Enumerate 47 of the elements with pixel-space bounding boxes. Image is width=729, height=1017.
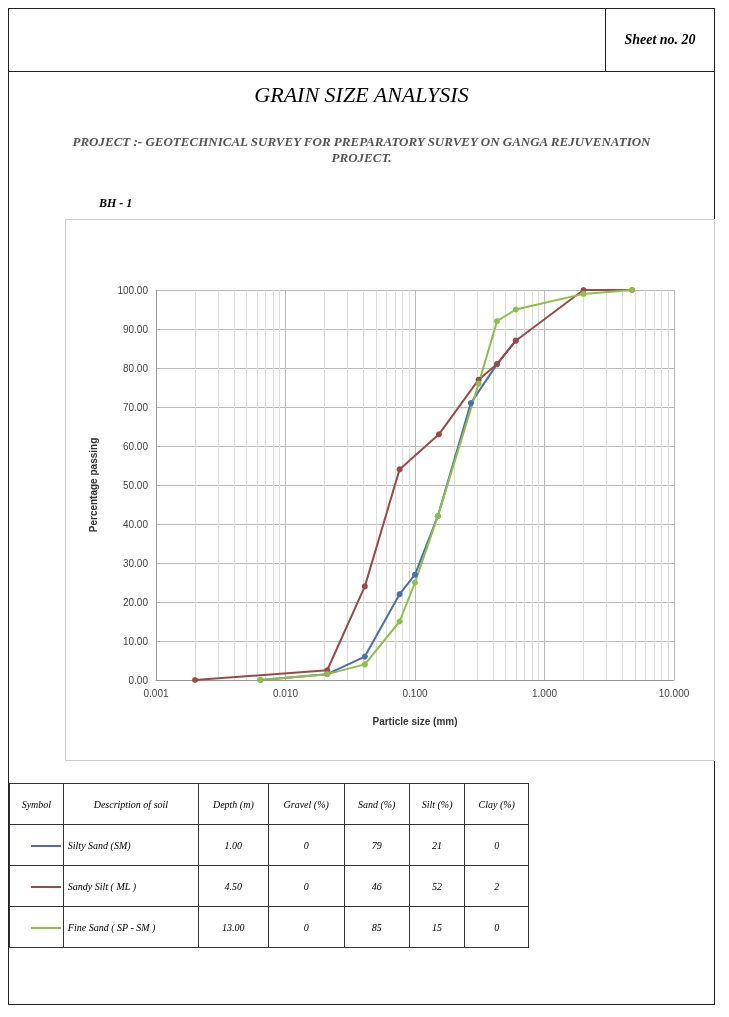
text: 79 bbox=[344, 824, 410, 866]
y-axis-title: Percentage passing bbox=[87, 437, 99, 533]
text: 0 bbox=[268, 865, 345, 907]
text: Silt (%) bbox=[409, 783, 465, 825]
y-tick-label: 40.00 bbox=[122, 518, 149, 530]
text: 46 bbox=[344, 865, 410, 907]
text: 0 bbox=[268, 824, 345, 866]
text: 0 bbox=[464, 906, 529, 948]
y-tick-label: 100.00 bbox=[117, 284, 149, 296]
text: 0 bbox=[464, 824, 529, 866]
x-tick-label: 0.100 bbox=[402, 687, 428, 699]
legend-label: Silty Sand (SM) bbox=[63, 824, 199, 866]
y-tick-label: 90.00 bbox=[122, 323, 149, 335]
text: 2 bbox=[464, 865, 529, 907]
text: 4.50 bbox=[198, 865, 269, 907]
chart-title: GRAIN SIZE ANALYSIS bbox=[253, 82, 470, 108]
x-tick-label: 0.010 bbox=[272, 687, 299, 699]
x-tick-label: 10.000 bbox=[658, 687, 690, 699]
text: 21 bbox=[409, 824, 465, 866]
text: 13.00 bbox=[198, 906, 269, 948]
y-tick-label: 50.00 bbox=[122, 479, 149, 491]
text: Sand (%) bbox=[344, 783, 410, 825]
y-tick-label: 30.00 bbox=[122, 557, 149, 569]
text: 52 bbox=[409, 865, 465, 907]
x-tick-label: 0.001 bbox=[143, 687, 169, 699]
y-tick-label: 10.00 bbox=[122, 635, 149, 647]
text: Symbol bbox=[9, 783, 64, 825]
text: Depth (m) bbox=[198, 783, 269, 825]
text: 1.00 bbox=[198, 824, 269, 866]
y-tick-label: 80.00 bbox=[122, 362, 149, 374]
y-tick-label: 70.00 bbox=[122, 401, 149, 413]
text: 15 bbox=[409, 906, 465, 948]
x-axis-title: Particle size (mm) bbox=[372, 715, 458, 727]
text: 0 bbox=[268, 906, 345, 948]
legend-label: Fine Sand ( SP - SM ) bbox=[63, 906, 199, 948]
text: Gravel (%) bbox=[268, 783, 345, 825]
text: 85 bbox=[344, 906, 410, 948]
legend-label: Sandy Silt ( ML ) bbox=[63, 865, 199, 907]
text: Sheet no. 20 bbox=[605, 9, 714, 71]
y-tick-label: 60.00 bbox=[122, 440, 149, 452]
x-tick-label: 1.000 bbox=[531, 687, 558, 699]
chart-subtitle: PROJECT :- GEOTECHNICAL SURVEY FOR PREPARATORY SURVEY ON GANGA REJUVENATION PROJECT. bbox=[71, 134, 652, 166]
y-tick-label: 0.00 bbox=[128, 674, 149, 686]
text: BH - 1 bbox=[99, 196, 134, 211]
y-tick-label: 20.00 bbox=[122, 596, 149, 608]
text: Description of soil bbox=[63, 783, 199, 825]
text: Clay (%) bbox=[464, 783, 529, 825]
